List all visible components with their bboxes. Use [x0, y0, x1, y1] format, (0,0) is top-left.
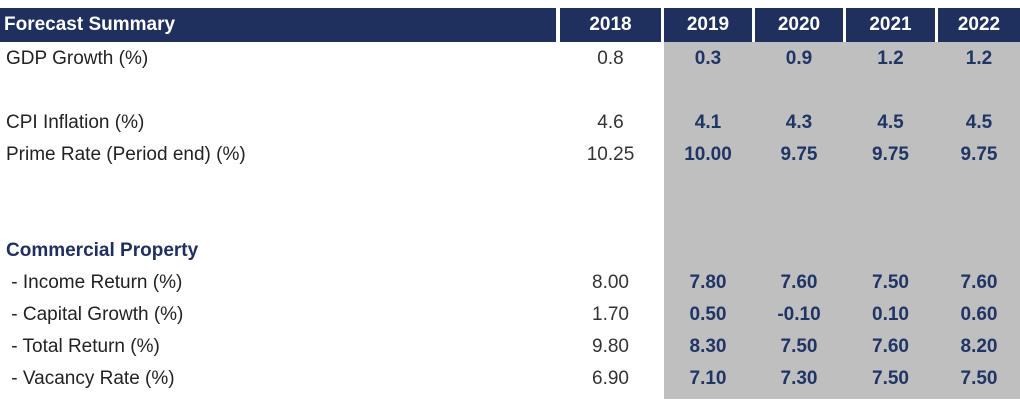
table-row: - Vacancy Rate (%) 6.90 7.10 7.30 7.50 7… [0, 363, 1020, 395]
table-row: - Total Return (%) 9.80 8.30 7.50 7.60 8… [0, 331, 1020, 363]
section-heading-row: Commercial Property [0, 235, 1020, 267]
value-2019: 7.10 [689, 368, 727, 389]
value-2022: 7.60 [960, 272, 998, 293]
value-2021: 1.2 [877, 48, 904, 69]
header-year-2021: 2021 [846, 8, 935, 42]
value-2020: -0.10 [777, 304, 821, 325]
value-2018: 0.8 [597, 48, 624, 69]
value-2022: 7.50 [960, 368, 998, 389]
value-2020: 9.75 [780, 144, 818, 165]
value-2019: 7.80 [689, 272, 727, 293]
value-2018: 1.70 [592, 304, 629, 325]
value-2019: 8.30 [689, 336, 727, 357]
value-2019: 0.50 [689, 304, 727, 325]
value-2019: 10.00 [684, 144, 732, 165]
value-2022: 4.5 [965, 112, 993, 133]
table-row: CPI Inflation (%) 4.6 4.1 4.3 4.5 4.5 [0, 107, 1020, 139]
value-2019: 0.3 [694, 48, 722, 69]
row-label: - Total Return (%) [6, 336, 160, 357]
value-2021: 7.50 [872, 272, 909, 293]
table-row: Prime Rate (Period end) (%) 10.25 10.00 … [0, 139, 1020, 171]
header-year-2018: 2018 [560, 8, 661, 42]
row-label: Prime Rate (Period end) (%) [6, 144, 246, 165]
row-label: GDP Growth (%) [6, 48, 149, 69]
value-2019: 4.1 [694, 112, 722, 133]
value-2021: 9.75 [872, 144, 909, 165]
value-2020: 0.9 [785, 48, 813, 69]
value-2018: 8.00 [592, 272, 629, 293]
row-label: - Vacancy Rate (%) [6, 368, 175, 389]
value-2018: 9.80 [592, 336, 629, 357]
value-2020: 7.50 [780, 336, 818, 357]
table-row: GDP Growth (%) 0.8 0.3 0.9 1.2 1.2 [0, 43, 1020, 75]
value-2018: 4.6 [597, 112, 624, 133]
table-row: - Income Return (%) 8.00 7.80 7.60 7.50 … [0, 267, 1020, 299]
section-title: Commercial Property [6, 240, 199, 261]
value-2020: 7.30 [780, 368, 818, 389]
table-row: - Capital Growth (%) 1.70 0.50 -0.10 0.1… [0, 299, 1020, 331]
header-year-2019: 2019 [664, 8, 752, 42]
row-label: CPI Inflation (%) [6, 112, 145, 133]
value-2022: 8.20 [960, 336, 998, 357]
header-year-2020: 2020 [755, 8, 843, 42]
row-label: - Capital Growth (%) [6, 304, 184, 325]
value-2022: 0.60 [960, 304, 998, 325]
value-2020: 7.60 [780, 272, 818, 293]
value-2021: 7.60 [872, 336, 909, 357]
value-2022: 9.75 [960, 144, 998, 165]
table-header: Forecast Summary 2018 2019 2020 2021 202… [0, 8, 1020, 42]
value-2018: 6.90 [592, 368, 629, 389]
value-2018: 10.25 [586, 144, 635, 165]
forecast-shading [664, 42, 1020, 399]
value-2020: 4.3 [785, 112, 813, 133]
value-2021: 7.50 [872, 368, 909, 389]
table-title: Forecast Summary [0, 8, 556, 42]
value-2021: 0.10 [872, 304, 909, 325]
value-2021: 4.5 [877, 112, 904, 133]
value-2022: 1.2 [965, 48, 993, 69]
row-label: - Income Return (%) [6, 272, 183, 293]
header-year-2022: 2022 [938, 8, 1020, 42]
